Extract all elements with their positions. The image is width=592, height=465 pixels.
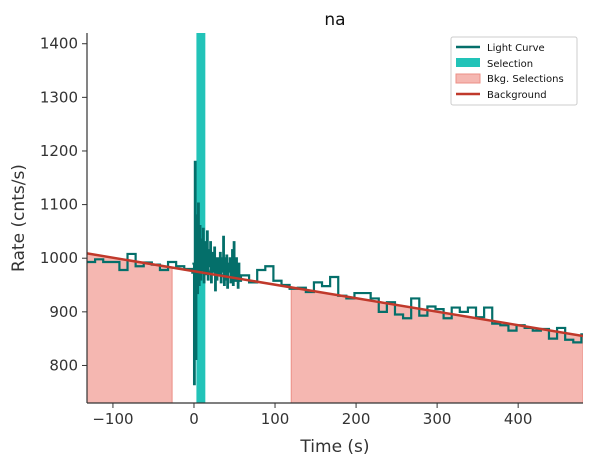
legend-selection-swatch <box>456 58 480 67</box>
light-curve-fine-series <box>192 160 242 386</box>
plot-area <box>87 33 583 403</box>
legend: Light Curve Selection Bkg. Selections Ba… <box>450 36 578 106</box>
background-model-line <box>87 252 583 338</box>
y-tick-label: 1300 <box>40 88 78 106</box>
legend-bkg-selections-swatch <box>455 73 481 84</box>
source-selection-region <box>196 33 206 403</box>
y-tick-label: 1200 <box>40 142 78 160</box>
x-tick-label: 0 <box>189 410 199 428</box>
x-tick-label: 300 <box>423 410 452 428</box>
bkg-selection-region-0 <box>87 252 173 403</box>
legend-selection-label: Selection <box>487 59 533 70</box>
x-tick-label: −100 <box>92 410 133 428</box>
x-tick-label: 200 <box>342 410 371 428</box>
y-tick-label: 800 <box>49 356 78 374</box>
x-tick-label: 400 <box>504 410 533 428</box>
x-tick-label: 100 <box>261 410 290 428</box>
x-axis-label: Time (s) <box>299 437 369 457</box>
legend-box <box>450 36 578 106</box>
y-tick-label: 1400 <box>40 35 78 53</box>
legend-bkg-selections-label: Bkg. Selections <box>487 74 564 85</box>
legend-background-label: Background <box>487 90 547 101</box>
axes: −100 0 100 200 300 400 800 900 1000 1100 1200 1300 1… <box>40 33 583 428</box>
chart-title: na <box>324 10 345 30</box>
legend-light-curve-label: Light Curve <box>487 43 545 54</box>
plot-clip-group <box>87 33 583 403</box>
y-axis-label: Rate (cnts/s) <box>9 164 29 272</box>
light-curve-coarse-series <box>87 252 583 344</box>
y-tick-label: 1100 <box>40 196 78 214</box>
y-tick-label: 900 <box>49 303 78 321</box>
bkg-selection-region-1 <box>290 286 583 403</box>
y-tick-label: 1000 <box>40 249 78 267</box>
